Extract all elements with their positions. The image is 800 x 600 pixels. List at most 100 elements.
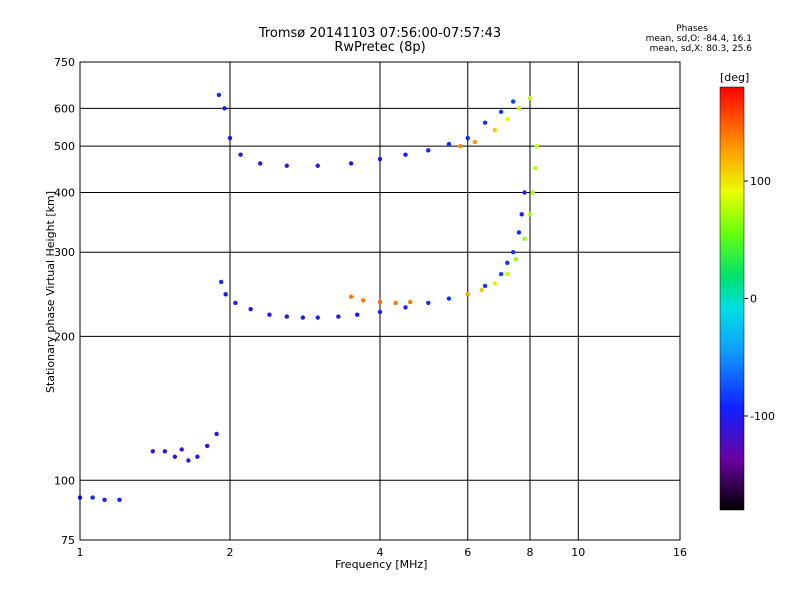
data-point <box>238 152 243 157</box>
grid-lines <box>80 62 680 540</box>
data-point <box>348 161 354 166</box>
data-point <box>300 315 306 320</box>
data-point <box>465 135 470 141</box>
data-point <box>513 257 519 262</box>
data-point <box>377 156 383 162</box>
colorbar-tick-label: 100 <box>750 175 771 188</box>
data-point <box>284 314 289 319</box>
data-point <box>504 271 510 277</box>
data-point <box>519 212 524 217</box>
x-tick-label: 6 <box>464 546 471 559</box>
data-point <box>284 163 289 168</box>
data-point <box>248 306 253 312</box>
data-point <box>534 143 539 149</box>
data-point <box>465 292 470 297</box>
colorbar-tick-label: 0 <box>750 293 757 306</box>
y-tick-label: 750 <box>54 56 75 69</box>
y-tick-label: 600 <box>54 102 75 115</box>
data-point <box>522 236 527 242</box>
data-point <box>223 292 228 297</box>
data-point <box>348 294 354 300</box>
data-point <box>492 281 498 286</box>
plot-frame <box>79 61 681 541</box>
chart-title-line1: Tromsø 20141103 07:56:00-07:57:43 <box>258 26 502 41</box>
colorbar-tick-label: -100 <box>750 410 775 423</box>
data-point <box>426 300 431 306</box>
data-point <box>315 163 320 168</box>
x-tick-label: 4 <box>377 546 384 559</box>
data-point <box>510 250 516 255</box>
data-point <box>315 315 320 320</box>
data-point <box>195 454 200 459</box>
y-tick-label: 100 <box>54 474 75 487</box>
x-tick-label: 1 <box>77 546 84 559</box>
data-point <box>522 190 527 195</box>
chart-title: Tromsø 20141103 07:56:00-07:57:43 RwPret… <box>200 27 560 55</box>
data-point <box>216 92 222 98</box>
y-tick-label: 200 <box>54 330 75 343</box>
data-point <box>533 165 538 171</box>
data-point <box>218 279 224 285</box>
colorbar-label: [deg] <box>720 71 749 84</box>
data-point <box>472 139 478 145</box>
data-point <box>498 109 504 115</box>
data-point <box>179 447 184 452</box>
colorbar <box>719 86 745 511</box>
data-point <box>227 135 233 141</box>
data-point <box>258 161 263 166</box>
data-point <box>377 309 383 315</box>
data-point <box>504 116 510 122</box>
data-point <box>354 312 360 317</box>
x-tick-label: 10 <box>571 546 585 559</box>
data-point <box>504 260 510 266</box>
phase-stats-o: mean, sd,O: -84.4, 16.1 <box>645 34 752 44</box>
data-point <box>527 95 533 101</box>
chart-title-line2: RwPretec (8p) <box>334 40 426 55</box>
data-points <box>77 92 539 503</box>
phase-stats-header: Phases <box>676 24 708 34</box>
y-tick-label: 75 <box>61 534 75 547</box>
data-point <box>360 298 366 303</box>
axis-ticks: 1 2 4 6 8 10 16 75 100 200 300 400 500 600 750 <box>54 56 687 559</box>
data-point <box>172 454 178 459</box>
data-point <box>214 431 219 437</box>
y-tick-label: 400 <box>54 186 75 199</box>
data-point <box>527 212 533 217</box>
data-point <box>204 443 210 449</box>
data-point <box>408 299 413 305</box>
y-axis-label: Stationary phase Virtual Height [km] <box>44 190 57 393</box>
data-point <box>377 299 383 305</box>
data-point <box>482 120 488 125</box>
x-tick-label: 8 <box>527 546 534 559</box>
data-point <box>530 190 535 195</box>
data-point <box>186 458 191 463</box>
x-tick-label: 16 <box>673 546 687 559</box>
data-point <box>233 300 238 306</box>
y-tick-label: 500 <box>54 140 75 153</box>
data-point <box>516 106 522 111</box>
data-point <box>117 497 122 503</box>
data-point <box>479 287 484 293</box>
data-point <box>403 305 408 310</box>
phase-stats-x: mean, sd,X: 80.3, 25.6 <box>649 44 752 54</box>
data-point <box>393 300 398 306</box>
x-tick-label: 2 <box>227 546 234 559</box>
data-point <box>403 152 408 157</box>
data-point <box>516 230 522 235</box>
x-axis-label: Frequency [MHz] <box>335 558 428 571</box>
data-point <box>336 314 341 319</box>
data-point <box>446 296 452 301</box>
data-point <box>426 148 431 153</box>
data-point <box>102 497 107 503</box>
data-point <box>498 271 504 277</box>
data-point <box>482 283 488 289</box>
data-point <box>446 141 452 147</box>
data-point <box>458 143 463 149</box>
y-tick-label: 300 <box>54 246 75 259</box>
data-point <box>492 127 498 133</box>
data-point <box>267 312 272 317</box>
data-point <box>222 106 227 111</box>
data-point <box>510 99 516 104</box>
phase-stats: Phases mean, sd,O: -84.4, 16.1 mean, sd,… <box>592 24 752 54</box>
